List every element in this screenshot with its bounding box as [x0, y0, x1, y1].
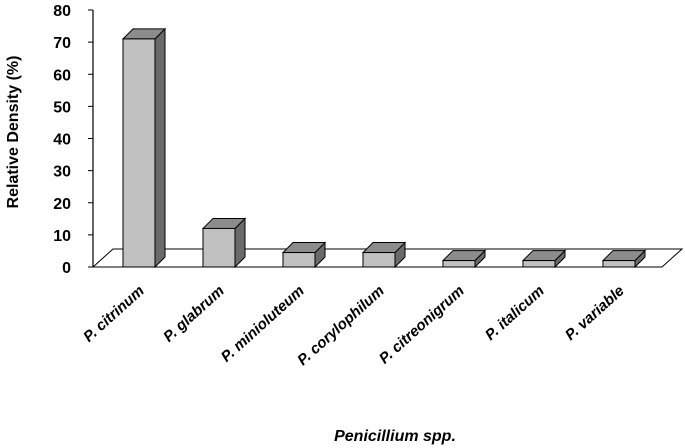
- category-label: P. citreonigrum: [376, 282, 468, 367]
- y-tick-label: 70: [53, 35, 71, 52]
- category-label: P. citrinum: [80, 282, 148, 345]
- y-tick-label: 10: [53, 228, 71, 245]
- y-tick-label: 50: [53, 99, 71, 116]
- bar-front: [442, 260, 476, 268]
- category-label: P. minioluteum: [218, 282, 308, 365]
- y-tick-label: 0: [62, 260, 71, 277]
- bar: [121, 27, 167, 269]
- y-tick-label: 60: [53, 67, 71, 84]
- bar: [201, 217, 247, 269]
- bar: [441, 249, 487, 269]
- bar-front: [202, 227, 236, 268]
- y-tick-label: 30: [53, 164, 71, 181]
- y-tick-label: 80: [53, 3, 71, 20]
- bar: [361, 241, 407, 269]
- category-label: P. italicum: [482, 282, 548, 344]
- y-axis-title: Relative Density (%): [5, 56, 22, 209]
- bar: [521, 249, 567, 269]
- category-label: P. glabrum: [160, 282, 228, 345]
- bar: [601, 249, 647, 269]
- bar-front: [602, 260, 636, 268]
- y-tick-label: 40: [53, 132, 71, 149]
- bar: [281, 241, 327, 269]
- bar-front: [362, 252, 396, 268]
- category-label: P. variable: [562, 282, 628, 344]
- category-label: P. corylophilum: [294, 282, 388, 369]
- x-axis-title: Penicillium spp.: [334, 428, 456, 445]
- bar-front: [282, 252, 316, 268]
- y-tick-label: 20: [53, 196, 71, 213]
- bar-front: [522, 260, 556, 268]
- bar-side: [154, 27, 166, 269]
- bar-front: [122, 38, 156, 268]
